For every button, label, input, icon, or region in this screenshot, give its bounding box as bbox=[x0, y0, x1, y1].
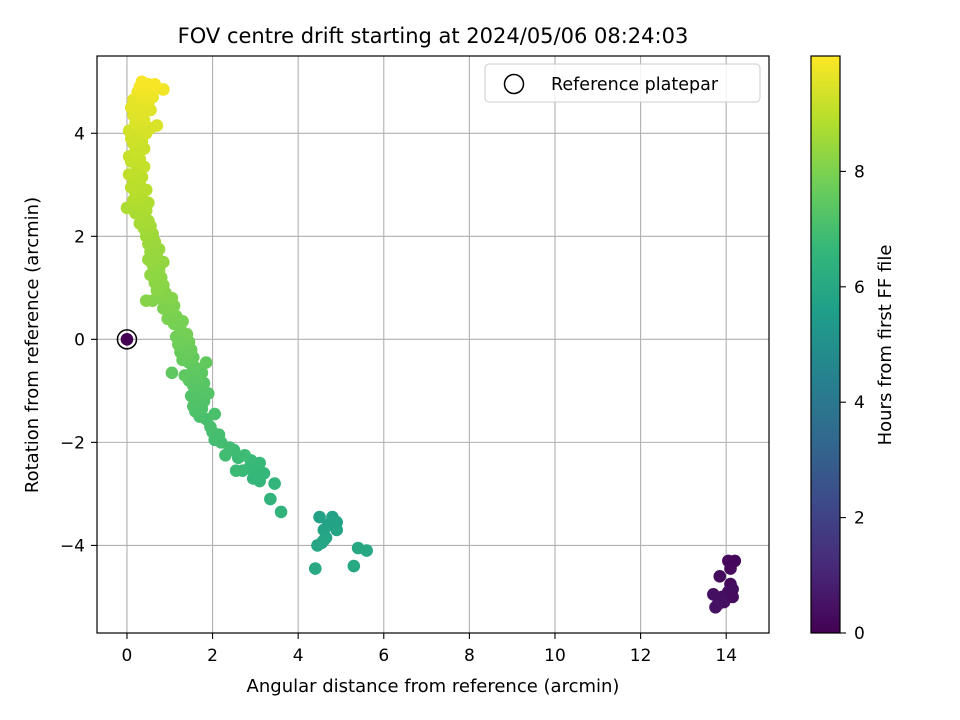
data-point bbox=[713, 570, 727, 583]
colorbar-tick-label: 6 bbox=[854, 278, 865, 298]
data-point bbox=[313, 510, 326, 524]
chart-title: FOV centre drift starting at 2024/05/06 … bbox=[178, 24, 689, 48]
data-point bbox=[317, 533, 331, 547]
data-point bbox=[308, 562, 322, 575]
data-point bbox=[330, 523, 343, 537]
y-tick-label: 2 bbox=[74, 227, 85, 247]
data-point bbox=[135, 75, 149, 89]
y-tick-label: 4 bbox=[74, 124, 85, 144]
x-axis-label: Angular distance from reference (arcmin) bbox=[247, 676, 620, 697]
x-tick-label: 4 bbox=[293, 646, 304, 666]
colorbar-tick-label: 8 bbox=[854, 162, 865, 182]
data-point bbox=[139, 294, 153, 308]
legend-entry: Reference platepar bbox=[551, 75, 719, 95]
data-point bbox=[724, 562, 737, 575]
data-point bbox=[187, 400, 200, 413]
x-tick-label: 6 bbox=[378, 646, 389, 666]
data-point bbox=[268, 477, 281, 490]
x-tick-label: 2 bbox=[207, 646, 218, 666]
colorbar-label: Hours from first FF file bbox=[875, 245, 896, 446]
data-point bbox=[360, 544, 373, 557]
scatter-points bbox=[120, 75, 742, 614]
data-point bbox=[264, 492, 277, 506]
data-point bbox=[238, 448, 251, 462]
legend: Reference platepar bbox=[484, 63, 761, 103]
colorbar-ticks: 0 2 4 6 8 bbox=[840, 162, 865, 644]
data-point bbox=[219, 448, 232, 462]
plot-frame bbox=[96, 55, 770, 634]
y-tick-label: −2 bbox=[60, 433, 85, 453]
y-tick-label: 0 bbox=[74, 330, 85, 350]
legend-box bbox=[484, 63, 761, 103]
x-tick-label: 0 bbox=[122, 646, 133, 666]
x-axis-ticks: 0 2 4 6 8 10 12 14 bbox=[122, 633, 737, 666]
data-point bbox=[726, 590, 739, 604]
x-tick-label: 12 bbox=[630, 646, 652, 666]
grid-lines bbox=[97, 56, 769, 633]
colorbar bbox=[810, 55, 841, 634]
x-tick-label: 8 bbox=[464, 646, 475, 666]
data-point bbox=[184, 389, 198, 403]
data-point bbox=[347, 559, 361, 573]
colorbar-tick-label: 0 bbox=[854, 624, 865, 644]
y-axis-ticks: −4 −2 0 2 4 bbox=[60, 124, 97, 556]
y-axis-label: Rotation from reference (arcmin) bbox=[22, 197, 43, 493]
data-point bbox=[229, 464, 243, 478]
data-point bbox=[709, 600, 722, 614]
colorbar-tick-label: 2 bbox=[854, 509, 865, 529]
data-point bbox=[208, 407, 222, 421]
data-point bbox=[178, 369, 192, 382]
data-point bbox=[274, 505, 288, 519]
x-tick-label: 14 bbox=[715, 646, 737, 666]
x-tick-label: 10 bbox=[544, 646, 566, 666]
legend-marker-icon bbox=[503, 73, 525, 95]
y-tick-label: −4 bbox=[60, 536, 85, 556]
data-point bbox=[165, 366, 179, 380]
data-point bbox=[150, 119, 164, 132]
colorbar-tick-label: 4 bbox=[854, 393, 865, 413]
reference-point bbox=[116, 329, 138, 350]
reference-marker bbox=[120, 333, 134, 346]
reference-ring bbox=[116, 329, 138, 350]
data-point bbox=[707, 588, 720, 601]
data-point bbox=[148, 78, 162, 91]
data-point bbox=[199, 356, 213, 369]
